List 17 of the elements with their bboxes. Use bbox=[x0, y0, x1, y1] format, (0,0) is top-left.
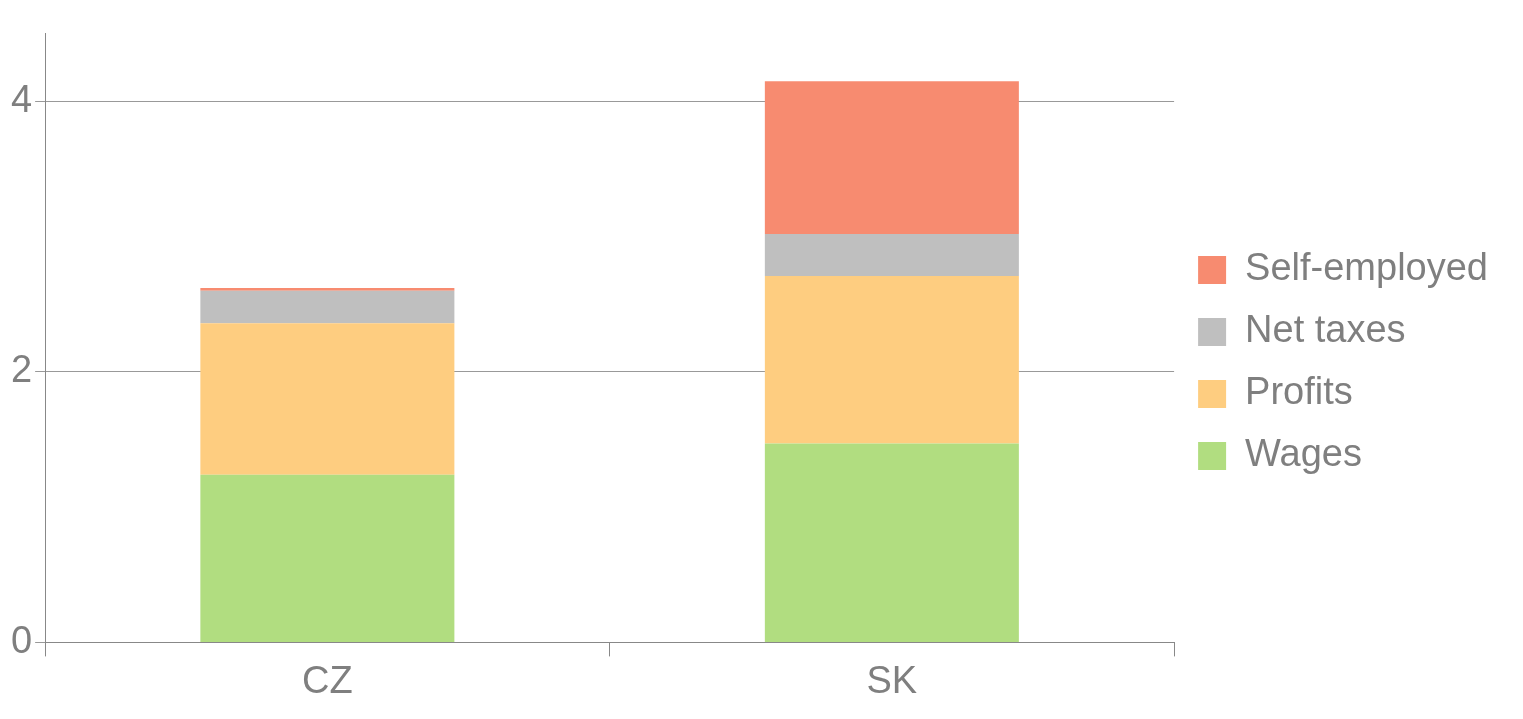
x-tick-label: CZ bbox=[302, 658, 353, 701]
bar bbox=[200, 288, 455, 291]
legend-label: Self-employed bbox=[1245, 246, 1489, 289]
legend-label: Net taxes bbox=[1245, 308, 1406, 351]
bar bbox=[764, 443, 1019, 642]
bar bbox=[200, 323, 455, 475]
bar bbox=[200, 290, 455, 324]
y-tick-label: 0 bbox=[10, 618, 33, 661]
bar bbox=[200, 474, 455, 642]
bar bbox=[764, 275, 1019, 444]
legend-label: Profits bbox=[1245, 370, 1353, 413]
legend-label: Wages bbox=[1245, 432, 1362, 475]
bar bbox=[764, 233, 1019, 276]
x-tick-label: SK bbox=[866, 658, 918, 701]
y-tick-label: 4 bbox=[10, 77, 33, 120]
bar bbox=[764, 81, 1019, 234]
y-tick-label: 2 bbox=[10, 348, 33, 391]
